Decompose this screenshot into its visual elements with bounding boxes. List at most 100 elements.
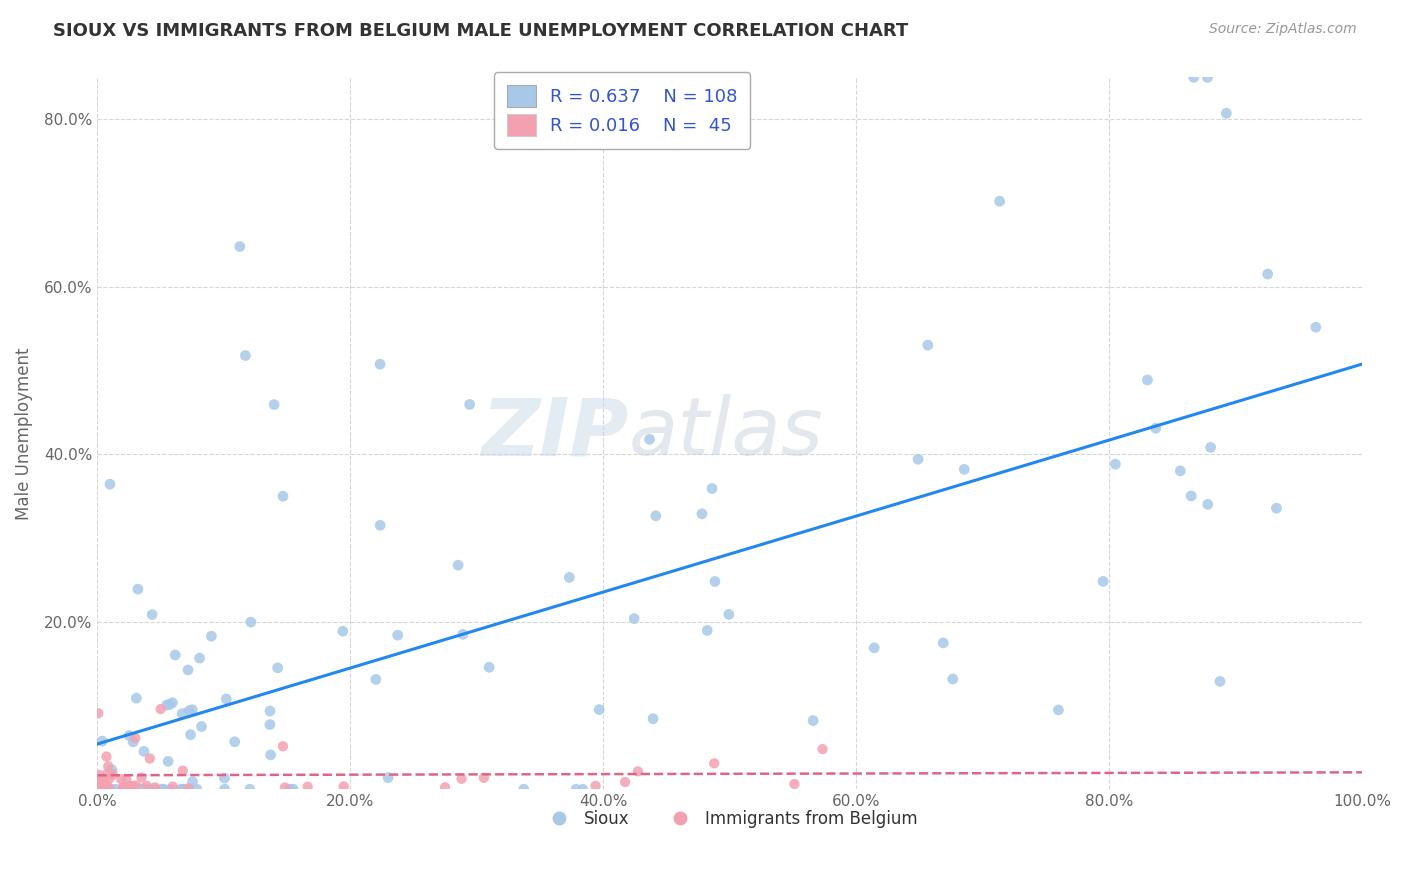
Point [1104, 457, 1126, 471]
Point [259, 747, 281, 762]
Point [450, 772, 472, 786]
Point [129, 782, 152, 797]
Point [224, 735, 246, 749]
Point [811, 742, 834, 756]
Point [149, 702, 172, 716]
Point [690, 507, 713, 521]
Point [104, 782, 127, 797]
Point [267, 661, 290, 675]
Point [150, 782, 173, 797]
Point [1257, 267, 1279, 281]
Point [368, 357, 391, 371]
Point [703, 574, 725, 589]
Point [177, 781, 200, 796]
Point [118, 729, 141, 743]
Point [332, 780, 354, 794]
Point [129, 782, 152, 797]
Point [214, 771, 236, 785]
Point [186, 782, 208, 797]
Point [174, 782, 197, 797]
Point [115, 772, 138, 786]
Point [179, 704, 201, 718]
Point [93, 773, 115, 788]
Point [172, 706, 194, 721]
Point [87, 706, 110, 721]
Point [111, 782, 134, 797]
Point [1305, 320, 1327, 334]
Point [451, 627, 474, 641]
Y-axis label: Male Unemployment: Male Unemployment [15, 347, 32, 519]
Point [512, 782, 534, 797]
Point [1182, 70, 1205, 85]
Point [112, 780, 135, 795]
Point [122, 735, 145, 749]
Point [229, 239, 252, 253]
Point [571, 782, 593, 797]
Point [588, 702, 610, 716]
Point [169, 782, 191, 797]
Point [259, 717, 281, 731]
Point [988, 194, 1011, 209]
Point [271, 739, 294, 754]
Point [907, 452, 929, 467]
Point [239, 615, 262, 629]
Point [863, 640, 886, 655]
Point [124, 779, 146, 793]
Point [145, 782, 167, 797]
Point [368, 518, 391, 533]
Point [274, 780, 297, 795]
Point [132, 782, 155, 797]
Point [200, 629, 222, 643]
Point [159, 782, 181, 797]
Point [1209, 674, 1232, 689]
Legend: Sioux, Immigrants from Belgium: Sioux, Immigrants from Belgium [536, 803, 924, 834]
Point [1047, 703, 1070, 717]
Point [162, 780, 184, 794]
Point [181, 774, 204, 789]
Point [1144, 421, 1167, 435]
Point [101, 767, 124, 781]
Point [1092, 574, 1115, 589]
Point [139, 751, 162, 765]
Point [190, 720, 212, 734]
Point [143, 780, 166, 795]
Point [97, 759, 120, 773]
Point [623, 612, 645, 626]
Point [172, 782, 194, 797]
Point [86, 776, 108, 790]
Point [447, 558, 470, 573]
Point [114, 782, 136, 797]
Point [214, 782, 236, 797]
Point [111, 780, 134, 795]
Point [100, 782, 122, 797]
Point [942, 672, 965, 686]
Point [135, 779, 157, 793]
Point [127, 582, 149, 596]
Point [128, 781, 150, 796]
Point [124, 782, 146, 797]
Point [297, 780, 319, 794]
Point [1197, 70, 1219, 85]
Text: SIOUX VS IMMIGRANTS FROM BELGIUM MALE UNEMPLOYMENT CORRELATION CHART: SIOUX VS IMMIGRANTS FROM BELGIUM MALE UN… [53, 22, 908, 40]
Point [1136, 373, 1159, 387]
Point [153, 782, 176, 797]
Point [627, 764, 650, 779]
Point [801, 714, 824, 728]
Point [263, 398, 285, 412]
Point [783, 777, 806, 791]
Text: ZIP: ZIP [481, 394, 628, 473]
Point [472, 771, 495, 785]
Point [131, 771, 153, 785]
Point [259, 704, 281, 718]
Point [101, 763, 124, 777]
Point [86, 775, 108, 789]
Point [1168, 464, 1191, 478]
Point [180, 728, 202, 742]
Point [138, 782, 160, 797]
Point [165, 648, 187, 662]
Point [558, 570, 581, 584]
Point [157, 755, 180, 769]
Point [141, 607, 163, 622]
Point [1265, 501, 1288, 516]
Text: Source: ZipAtlas.com: Source: ZipAtlas.com [1209, 22, 1357, 37]
